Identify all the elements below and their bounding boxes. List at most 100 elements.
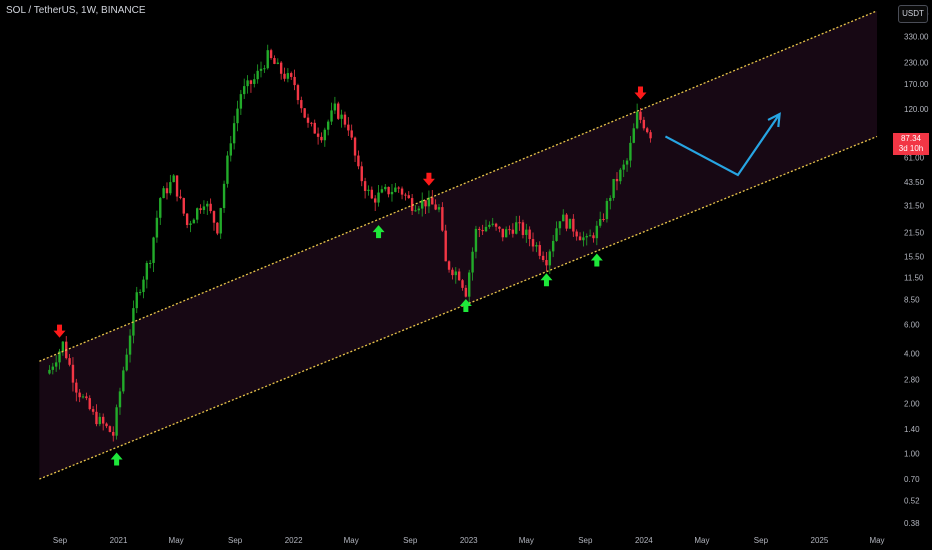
candle-body: [337, 103, 340, 119]
candle-body: [148, 262, 152, 264]
x-tick-label: 2021: [110, 536, 128, 545]
candle-body: [85, 396, 88, 399]
x-tick-label: May: [344, 536, 359, 545]
candle-body: [562, 214, 565, 222]
candle-body: [323, 129, 327, 141]
y-tick-label: 0.38: [904, 519, 920, 528]
candle-body: [481, 229, 484, 232]
x-tick-label: Sep: [403, 536, 418, 545]
candle-body: [229, 143, 232, 156]
candle-body: [528, 229, 531, 240]
candle-body: [478, 228, 481, 230]
y-tick-label: 0.70: [904, 475, 920, 484]
candle-body: [363, 181, 367, 191]
x-tick-label: 2022: [285, 536, 303, 545]
candle-body: [521, 222, 525, 235]
candle-body: [370, 189, 374, 199]
channel-upper-line: [39, 10, 878, 362]
candle-body: [115, 407, 118, 436]
candle-body: [572, 218, 575, 232]
y-tick-label: 61.00: [904, 154, 925, 163]
y-tick-label: 21.50: [904, 229, 925, 238]
candle-body: [279, 62, 283, 74]
candle-body: [313, 122, 316, 134]
candle-body: [253, 79, 256, 84]
candle-body: [340, 114, 343, 119]
x-tick-label: 2024: [635, 536, 653, 545]
candle-body: [98, 416, 102, 425]
forecast-arrowhead: [767, 112, 781, 128]
x-tick-label: May: [169, 536, 184, 545]
candle-body: [320, 136, 323, 141]
candle-body: [518, 222, 521, 224]
x-tick-label: Sep: [754, 536, 769, 545]
candle-body: [578, 236, 582, 241]
candle-body: [437, 207, 441, 210]
candle-body: [585, 236, 588, 238]
candle-body: [306, 117, 310, 123]
candle-body: [54, 362, 58, 367]
candle-body: [592, 235, 595, 239]
x-tick-label: 2025: [811, 536, 829, 545]
candle-body: [162, 188, 165, 199]
candle-body: [531, 239, 535, 247]
candle-body: [196, 208, 199, 220]
candle-body: [625, 160, 629, 165]
candle-body: [511, 229, 515, 234]
x-tick-label: Sep: [53, 536, 68, 545]
candle-body: [390, 191, 394, 195]
candle-body: [273, 58, 276, 64]
candle-body: [256, 70, 259, 80]
candle-body: [491, 223, 494, 225]
candle-body: [192, 219, 196, 224]
candle-body: [353, 137, 357, 156]
candle-body: [310, 122, 313, 124]
candle-body: [424, 200, 427, 207]
candle-body: [615, 178, 619, 182]
currency-button[interactable]: USDT: [898, 5, 928, 23]
candle-body: [421, 200, 424, 209]
candle-body: [159, 198, 162, 218]
candle-body: [58, 351, 61, 363]
candle-body: [51, 366, 55, 370]
candle-body: [142, 279, 145, 293]
candle-body: [179, 196, 182, 199]
candle-body: [169, 182, 172, 194]
candle-body: [525, 229, 528, 235]
down-arrow-marker: [634, 86, 647, 100]
up-arrow-marker: [590, 253, 603, 267]
candle-body: [185, 213, 189, 225]
candle-body: [347, 124, 350, 131]
candle-body: [380, 189, 384, 193]
candle-body: [508, 229, 511, 231]
y-tick-label: 6.00: [904, 321, 920, 330]
y-tick-label: 11.50: [904, 274, 924, 283]
candle-body: [91, 409, 95, 412]
candle-body: [81, 396, 85, 398]
candle-body: [152, 237, 155, 263]
candle-body: [582, 237, 585, 241]
candle-body: [541, 255, 545, 261]
candle-body: [108, 426, 112, 432]
candle-body: [165, 188, 169, 194]
candle-body: [232, 123, 236, 144]
up-arrow-marker: [372, 225, 385, 239]
candle-body: [468, 272, 471, 297]
candle-body: [219, 208, 222, 234]
candle-body: [236, 108, 239, 124]
candle-body: [410, 198, 414, 211]
y-tick-label: 8.50: [904, 295, 920, 304]
candle-body: [88, 398, 91, 410]
candle-body: [595, 225, 599, 239]
candle-body: [605, 200, 609, 220]
candle-body: [548, 251, 552, 266]
candle-body: [326, 121, 330, 130]
candle-body: [172, 175, 175, 183]
candle-body: [575, 231, 578, 237]
candle-body: [199, 208, 202, 211]
candle-body: [276, 62, 280, 64]
candle-body: [609, 197, 612, 201]
candle-body: [145, 263, 149, 280]
